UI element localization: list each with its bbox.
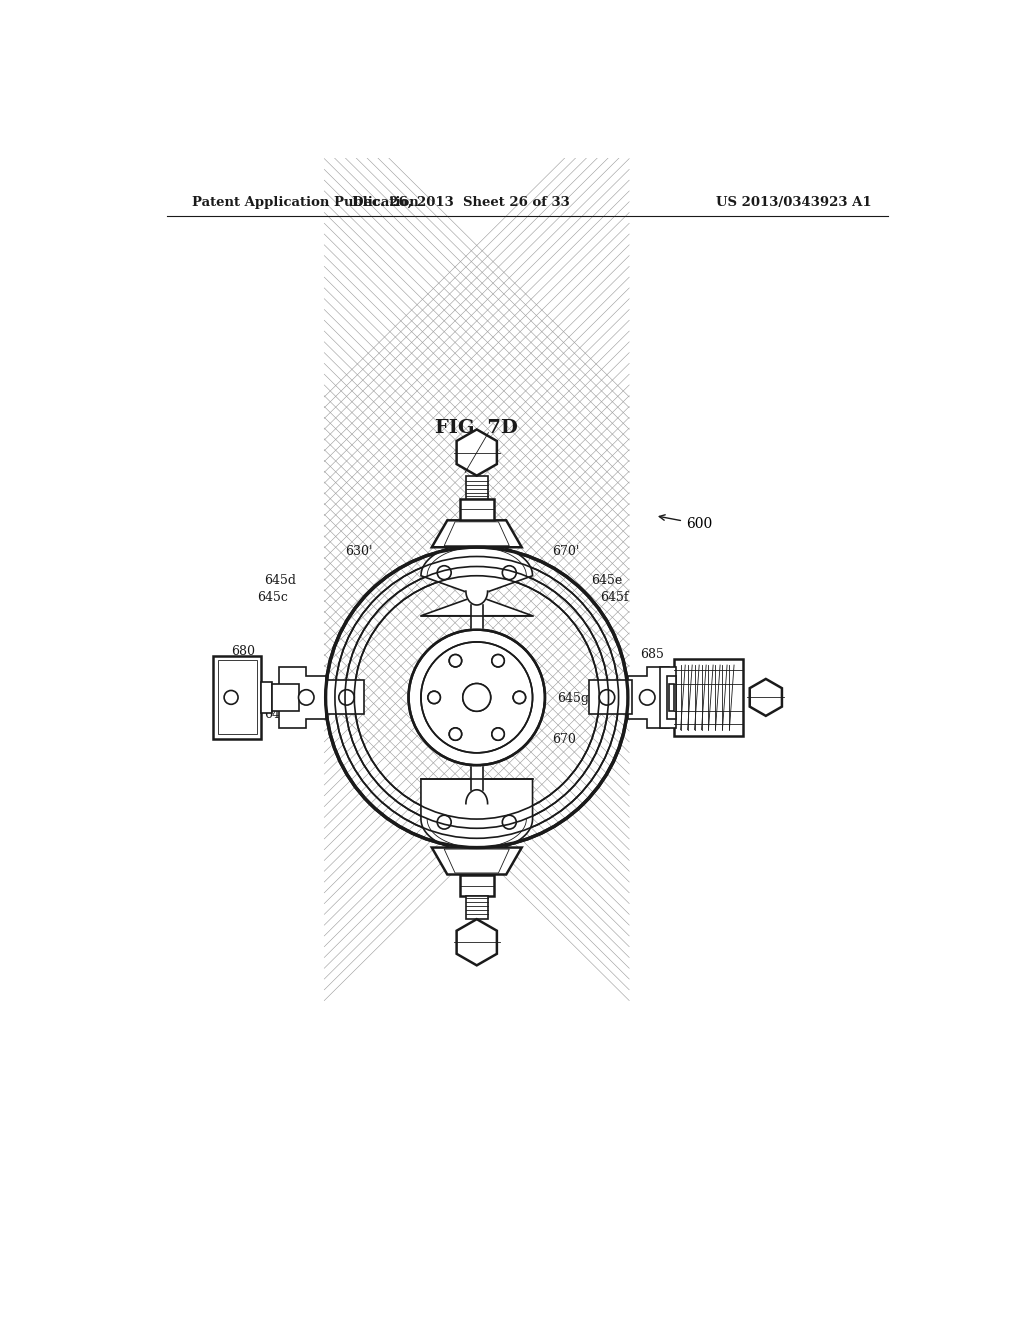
Polygon shape: [471, 605, 483, 628]
Bar: [675, 659, 742, 737]
Text: 635: 635: [450, 730, 473, 742]
Text: FIG. 7D: FIG. 7D: [435, 418, 518, 437]
Circle shape: [450, 655, 462, 667]
Polygon shape: [628, 667, 669, 729]
Circle shape: [463, 684, 490, 711]
Polygon shape: [457, 919, 497, 965]
Circle shape: [224, 690, 238, 705]
Circle shape: [421, 642, 532, 752]
Text: 600: 600: [659, 515, 713, 531]
Circle shape: [513, 692, 525, 704]
Text: 645b: 645b: [273, 690, 305, 704]
Bar: [460, 875, 494, 896]
Circle shape: [492, 727, 504, 741]
Polygon shape: [457, 429, 497, 475]
Polygon shape: [326, 681, 365, 714]
Text: Dec. 26, 2013  Sheet 26 of 33: Dec. 26, 2013 Sheet 26 of 33: [352, 195, 570, 209]
Circle shape: [428, 692, 440, 704]
Polygon shape: [432, 847, 521, 875]
Text: 645e: 645e: [591, 574, 623, 587]
Bar: [667, 676, 676, 719]
Circle shape: [503, 816, 516, 829]
Circle shape: [492, 655, 504, 667]
Bar: [460, 499, 494, 520]
Circle shape: [339, 689, 354, 705]
Text: 685: 685: [640, 648, 664, 661]
Text: 645d: 645d: [264, 574, 296, 587]
Bar: [466, 475, 487, 499]
Polygon shape: [280, 667, 326, 729]
Circle shape: [437, 816, 452, 829]
Circle shape: [492, 727, 504, 741]
Polygon shape: [444, 521, 509, 545]
Polygon shape: [444, 849, 509, 873]
Circle shape: [450, 655, 462, 667]
Circle shape: [409, 630, 545, 766]
Circle shape: [299, 689, 314, 705]
Circle shape: [513, 692, 525, 704]
Polygon shape: [421, 779, 532, 851]
Polygon shape: [432, 520, 521, 548]
Bar: [669, 684, 675, 711]
Polygon shape: [589, 681, 632, 714]
Polygon shape: [466, 789, 487, 804]
Circle shape: [503, 566, 516, 579]
Text: 670: 670: [552, 733, 577, 746]
Circle shape: [324, 545, 630, 849]
Polygon shape: [471, 767, 483, 789]
Circle shape: [599, 689, 614, 705]
Text: 645g: 645g: [557, 693, 589, 705]
Bar: [213, 656, 261, 739]
Text: 635': 635': [447, 552, 475, 565]
Text: 645f: 645f: [600, 591, 629, 603]
Text: US 2013/0343923 A1: US 2013/0343923 A1: [717, 195, 872, 209]
Text: Patent Application Publication: Patent Application Publication: [191, 195, 418, 209]
Bar: [272, 684, 299, 711]
Text: 670': 670': [552, 545, 580, 557]
Bar: [466, 896, 487, 919]
Polygon shape: [750, 678, 782, 715]
Bar: [261, 682, 272, 713]
Text: 645a: 645a: [264, 708, 296, 721]
Text: 630': 630': [345, 545, 373, 557]
Text: 645c: 645c: [257, 591, 288, 603]
Circle shape: [428, 692, 440, 704]
Polygon shape: [466, 591, 487, 605]
Text: 680: 680: [230, 644, 255, 657]
Circle shape: [450, 727, 462, 741]
Circle shape: [640, 689, 655, 705]
Circle shape: [463, 684, 490, 711]
Bar: [660, 667, 676, 729]
Circle shape: [450, 727, 462, 741]
Bar: [218, 660, 257, 734]
Circle shape: [437, 566, 452, 579]
Polygon shape: [421, 544, 532, 615]
Circle shape: [492, 655, 504, 667]
